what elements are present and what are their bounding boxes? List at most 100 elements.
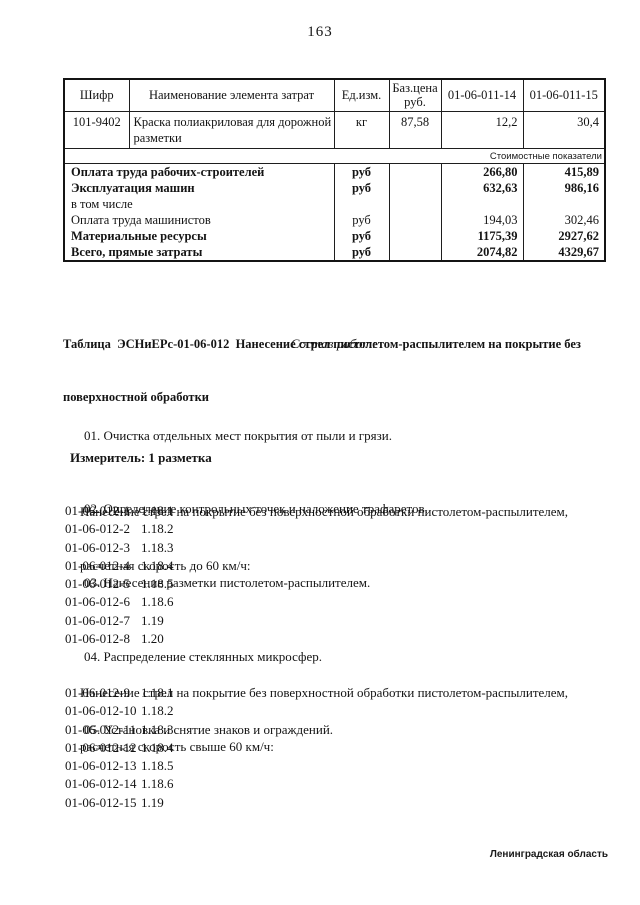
norm-code: 01-06-012-4 [65, 557, 130, 573]
norm-code-row: 01-06-012-6 1.18.6 [65, 593, 174, 611]
material-base-price: 87,58 [388, 110, 442, 149]
work-item: 05. Установка и снятие знаков и огражден… [84, 722, 334, 738]
norm-ref: 1.18.6 [141, 776, 174, 792]
norm-code: 01-06-012-11 [65, 721, 137, 737]
cost-row-unit: руб [333, 243, 390, 261]
norm-code: 01-06-012-1 [65, 503, 130, 518]
table-row: Оплата труда машинистов руб 194,03 302,4… [64, 211, 606, 228]
norm-code: 01-06-012-6 [65, 594, 130, 610]
norm-code-row: 01-06-012-4 1.18.4 [65, 557, 174, 575]
group-description: Нанесение стрел на покрытие без поверхно… [80, 647, 568, 793]
material-value-14: 12,2 [440, 110, 524, 149]
column-header-name: Наименование элемента затрат [128, 78, 335, 112]
norm-ref: 1.18.2 [141, 703, 174, 719]
table-row: Материальные ресурсы руб 1175,39 2927,62 [64, 227, 606, 244]
norm-code-row: 01-06-012-10 1.18.2 [65, 702, 174, 720]
column-header-unit: Ед.изм. [333, 78, 390, 112]
norm-ref: 1.18.6 [141, 594, 174, 610]
norm-code-row: 01-06-012-9 1.18.1 [65, 684, 174, 702]
norm-code-row: 01-06-012-7 1.19 [65, 612, 174, 630]
norm-code: 01-06-012-3 [65, 539, 130, 555]
material-row: 101-9402 Краска полиакриловая для дорожн… [63, 110, 606, 149]
material-value-15: 30,4 [522, 110, 606, 149]
norm-code-list: 01-06-012-9 1.18.1 01-06-012-10 1.18.2 0… [65, 684, 174, 812]
cost-table: Шифр Наименование элемента затрат Ед.изм… [63, 78, 606, 262]
norm-code-row: 01-06-012-3 1.18.3 [65, 539, 174, 557]
norm-code-row: 01-06-012-12 1.18.4 [65, 739, 174, 757]
work-item: 03. Нанесение разметки пистолетом-распыл… [84, 574, 371, 590]
norm-ref: 1.20 [141, 631, 164, 647]
norm-ref: 1.18.2 [141, 521, 174, 537]
group-description: Нанесение стрел на покрытие без поверхно… [80, 466, 568, 612]
norm-code-list: 01-06-012-1 1.18.1 01-06-012-2 1.18.2 01… [65, 502, 174, 648]
cost-row-label: Оплата труда рабочих-строителей [64, 163, 335, 180]
norm-code-row: 01-06-012-1 1.18.1 [65, 502, 174, 520]
norm-code: 01-06-012-8 [65, 631, 130, 647]
cost-row-value-15: 4329,67 [522, 243, 606, 261]
norm-ref: 1.18.1 [141, 503, 174, 518]
cost-row-value-15: 986,16 [522, 179, 606, 196]
cost-row-value-14: 266,80 [440, 163, 524, 180]
section-label: Стоимостные показатели [64, 147, 605, 164]
norm-code: 01-06-012-2 [65, 521, 130, 537]
composition-title: Состав работ: [290, 336, 377, 351]
cost-row-value-14: 194,03 [440, 211, 524, 228]
cost-row-unit: руб [333, 163, 390, 180]
section-heading-line: Таблица ЭСНиЕРс-01-06-012 Нанесение стре… [63, 337, 581, 351]
table-header-row: Шифр Наименование элемента затрат Ед.изм… [63, 78, 606, 112]
norm-code-row: 01-06-012-14 1.18.6 [65, 775, 174, 793]
work-item: 04. Распределение стеклянных микросфер. [84, 648, 322, 664]
column-header-norm-14: 01-06-011-14 [440, 78, 524, 112]
section-label-row: Стоимостные показатели [64, 147, 605, 164]
cost-row-unit: руб [333, 179, 390, 196]
cost-row-label: Всего, прямые затраты [64, 243, 335, 261]
cost-row-value-14 [440, 195, 524, 212]
group-description-line: расчетная скорость до 60 км/ч: [80, 558, 251, 574]
norm-code: 01-06-012-12 [65, 739, 137, 755]
measurer-line: Измеритель: 1 разметка [70, 450, 212, 465]
norm-code: 01-06-012-5 [65, 576, 130, 592]
cost-row-label: в том числе [64, 195, 335, 212]
work-item: 02. Определение контрольных точек и нало… [84, 501, 428, 517]
cost-row-unit [333, 195, 390, 212]
group-description-line: Нанесение стрел на покрытие без поверхно… [80, 503, 569, 519]
column-header-base-price: Баз.цена руб. [388, 78, 442, 112]
table-row: Всего, прямые затраты руб 2074,82 4329,6… [64, 243, 606, 261]
region-footer: Ленинградская область [489, 849, 608, 860]
page-number: 163 [307, 24, 333, 40]
cost-table-header: Шифр Наименование элемента затрат Ед.изм… [63, 78, 606, 112]
norm-code-row: 01-06-012-11 1.18.3 [65, 721, 174, 739]
norm-ref: 1.19 [141, 612, 164, 628]
norm-code: 01-06-012-13 [65, 758, 137, 774]
section-heading-line: поверхностной обработки [63, 389, 209, 404]
cost-row-unit: руб [333, 211, 390, 228]
table-row: в том числе [64, 195, 606, 212]
norm-ref: 1.18.3 [141, 721, 174, 737]
cost-row-value-14: 2074,82 [440, 243, 524, 261]
norm-code: 01-06-012-7 [65, 612, 130, 628]
norm-ref: 1.18.5 [141, 758, 174, 774]
cost-row-value-15: 415,89 [522, 163, 606, 180]
norm-code-row: 01-06-012-15 1.19 [65, 794, 174, 812]
norm-code: 01-06-012-14 [65, 776, 137, 792]
material-code: 101-9402 [63, 110, 130, 149]
norm-code: 01-06-012-10 [65, 703, 137, 719]
norm-code: 01-06-012-9 [65, 685, 130, 700]
work-item: 01. Очистка отдельных мест покрытия от п… [84, 427, 392, 443]
norm-ref: 1.18.3 [141, 539, 174, 555]
norm-code-row: 01-06-012-13 1.18.5 [65, 757, 174, 775]
cost-row-value-15 [522, 195, 606, 212]
norm-ref: 1.19 [141, 794, 164, 810]
norm-code-row: 01-06-012-8 1.20 [65, 630, 174, 648]
group-description-line: расчетная скорость свыше 60 км/ч: [80, 739, 274, 755]
table-row: Оплата труда рабочих-строителей руб 266,… [64, 163, 606, 180]
norm-code: 01-06-012-15 [65, 794, 137, 810]
work-items-list: 01. Очистка отдельных мест покрытия от п… [84, 353, 428, 776]
cost-row-value-14: 632,63 [440, 179, 524, 196]
section-heading: Таблица ЭСНиЕРс-01-06-012 Нанесение стре… [63, 301, 581, 441]
material-name: Краска полиакриловая для дорожной размет… [128, 110, 335, 149]
cost-row-value-15: 2927,62 [522, 227, 606, 244]
norm-ref: 1.18.5 [141, 576, 174, 592]
column-header-norm-15: 01-06-011-15 [522, 78, 606, 112]
norm-ref: 1.18.4 [141, 557, 174, 573]
